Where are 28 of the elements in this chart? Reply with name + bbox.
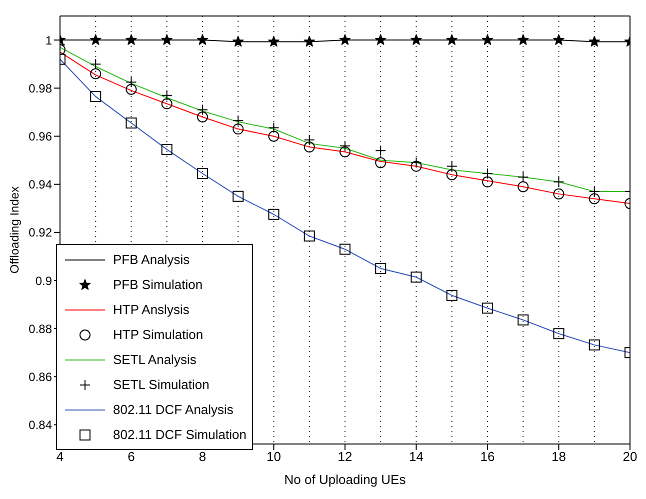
x-tick-label: 10 — [266, 449, 281, 464]
y-tick-label: 0.9 — [35, 274, 52, 288]
x-axis-title: No of Uploading UEs — [284, 472, 406, 487]
legend-label: PFB Simulation — [113, 277, 203, 292]
legend-label: 802.11 DCF Simulation — [113, 427, 246, 442]
y-tick-label: 0.98 — [28, 81, 52, 96]
y-axis-title: Offloading Index — [7, 186, 22, 274]
y-tick-label: 0.84 — [28, 418, 52, 432]
x-tick-label: 18 — [552, 449, 566, 464]
y-tick-label: 0.94 — [28, 178, 52, 192]
y-tick-label: 0.86 — [28, 370, 52, 384]
x-tick-label: 12 — [338, 449, 352, 464]
y-tick-label: 0.88 — [28, 322, 52, 336]
legend-label: HTP Anslysis — [113, 302, 190, 317]
legend-label: 802.11 DCF Analysis — [113, 402, 234, 417]
x-tick-label: 6 — [128, 449, 135, 464]
y-tick-label: 0.92 — [28, 226, 52, 240]
legend-label: SETL Analysis — [113, 352, 196, 367]
x-tick-label: 16 — [480, 449, 495, 464]
legend-label: PFB Analysis — [113, 252, 190, 267]
x-tick-label: 8 — [198, 449, 206, 464]
y-tick-label: 0.96 — [28, 129, 52, 144]
x-tick-label: 4 — [56, 449, 64, 464]
y-tick-label: 1 — [45, 33, 52, 48]
x-tick-label: 14 — [409, 449, 424, 464]
legend-label: SETL Simulation — [113, 377, 210, 392]
legend-label: HTP Simulation — [113, 327, 204, 342]
x-tick-label: 20 — [622, 449, 638, 464]
